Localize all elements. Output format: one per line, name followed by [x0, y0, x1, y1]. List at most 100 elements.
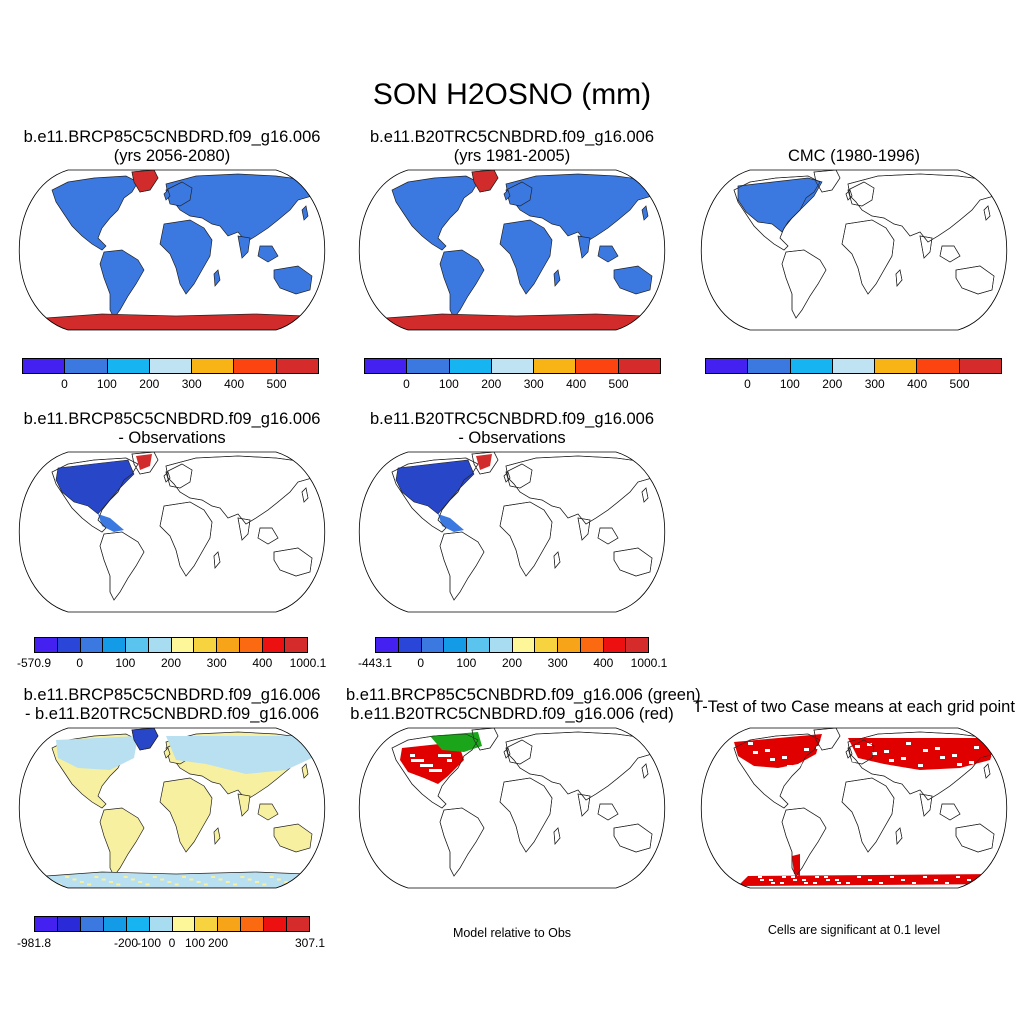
- colorbar-tick-label: 400: [224, 377, 245, 391]
- coastline: [999, 849, 1007, 863]
- colorbar-tick-label: 200: [207, 936, 229, 950]
- panel-title-historical: b.e11.B20TRC5CNBDRD.f09_g16.006 (yrs 198…: [346, 128, 678, 166]
- coastline: [781, 807, 827, 877]
- colorbar-labels: -981.8 -200 -100 0 100 200 307.1: [17, 936, 325, 952]
- nonsignificant-cell: [838, 762, 843, 765]
- colorbar-tick-label: 400: [907, 377, 928, 391]
- greenland-ice: [471, 170, 499, 193]
- mask-gap: [437, 769, 442, 772]
- map-frame: [701, 169, 1007, 331]
- antarctica-speckle: [203, 883, 208, 886]
- colorbar-swatch: [262, 638, 286, 652]
- cmc-north-america: [737, 177, 823, 233]
- continent-japan: [641, 205, 649, 221]
- colorbar-row3-panel1: [34, 916, 310, 932]
- colorbar-tick-label: 100: [456, 656, 477, 670]
- coastline: [553, 827, 561, 845]
- map-frame: [701, 727, 1007, 889]
- continent-africa: [499, 777, 553, 853]
- coastline: [657, 573, 665, 587]
- nonsignificant-cell: [940, 756, 945, 759]
- antarctica-speckle: [211, 876, 216, 878]
- nonsignificant-cell: [868, 879, 872, 881]
- colorbar-tick-label: 500: [608, 377, 629, 391]
- continent-uk: [163, 189, 171, 201]
- colorbar-swatch: [234, 359, 277, 373]
- nonsignificant-cell: [889, 759, 894, 762]
- coastline: [273, 547, 313, 577]
- colorbar-swatch: [80, 638, 104, 652]
- coastline: [939, 245, 961, 263]
- colorbar-tick-label: 300: [523, 377, 544, 391]
- nonsignificant-cell: [935, 747, 940, 750]
- colorbar-tick-label: 100: [184, 936, 206, 950]
- coastline: [499, 501, 553, 577]
- colorbar-swatch: [467, 638, 490, 652]
- nonsignificant-cell: [780, 882, 784, 884]
- map-content: [359, 170, 665, 330]
- colorbar-swatch: [149, 917, 173, 931]
- nonsignificant-cell: [912, 882, 916, 884]
- nonsignificant-cell: [824, 876, 828, 878]
- continent-madagascar: [553, 269, 561, 287]
- na-negative-bias: [395, 459, 475, 515]
- continent-africa: [159, 219, 213, 295]
- colorbar-swatch: [603, 638, 627, 652]
- panel-title-line2: (yrs 1981-2005): [453, 147, 571, 165]
- antarctica-speckle: [130, 878, 135, 881]
- nonsignificant-cell: [974, 746, 979, 749]
- antarctica-speckle: [72, 878, 77, 881]
- antarctica-speckle: [182, 876, 186, 878]
- coastline: [51, 457, 139, 533]
- continent-uk: [503, 189, 511, 201]
- colorbar-swatch: [535, 638, 558, 652]
- map-future-minus-hist: [19, 727, 325, 889]
- antarctica-speckle: [36, 878, 41, 881]
- coastline: [641, 487, 649, 503]
- nonsignificant-cell: [901, 757, 906, 760]
- continent-japan: [301, 763, 309, 779]
- continent-samerica: [99, 249, 145, 319]
- colorbar-swatch: [449, 359, 492, 373]
- coastline: [159, 501, 213, 577]
- continent-nz: [317, 849, 325, 863]
- coastline: [919, 235, 933, 259]
- colorbar-tick-label: 300: [181, 377, 202, 391]
- colorbar-swatch: [171, 638, 195, 652]
- figure-title: SON H2OSNO (mm): [372, 78, 652, 111]
- nonsignificant-cell: [787, 765, 792, 768]
- coastline: [597, 527, 619, 545]
- panel-title-line2: b.e11.B20TRC5CNBDRD.f09_g16.006 (red): [350, 705, 674, 723]
- antarctica-speckle: [196, 881, 201, 883]
- antarctica-speckle: [94, 876, 99, 878]
- nonsignificant-cell: [804, 748, 809, 751]
- coastline: [813, 170, 841, 193]
- colorbar-swatch: [875, 359, 918, 373]
- nonsignificant-cell: [815, 876, 819, 878]
- colorbar-swatch: [23, 359, 66, 373]
- antarctica-speckle: [240, 876, 245, 878]
- coastline: [257, 527, 279, 545]
- coastline: [841, 219, 895, 295]
- colorbar-swatch: [398, 638, 422, 652]
- continent-nz: [657, 849, 665, 863]
- colorbar-tick-label: -200: [113, 936, 139, 950]
- colorbar-swatch: [103, 638, 126, 652]
- coastline: [471, 452, 499, 475]
- map-cmc-obs: [701, 169, 1007, 331]
- colorbar-row2-panel1: [34, 637, 308, 653]
- colorbar-swatch: [57, 917, 81, 931]
- colorbar-labels: 0 100 200 300 400 500: [364, 377, 661, 393]
- continent-nz: [317, 573, 325, 587]
- coastline: [895, 827, 903, 845]
- colorbar-swatch: [239, 638, 263, 652]
- coastline: [841, 777, 895, 853]
- central-america-bias: [438, 514, 464, 532]
- na-negative-bias: [55, 459, 135, 515]
- colorbar-swatch: [287, 917, 310, 931]
- coastline: [939, 803, 961, 821]
- nonsignificant-cell: [791, 876, 795, 878]
- colorbar-swatch: [917, 359, 960, 373]
- colorbar-tick-label: 1000.1: [630, 656, 668, 670]
- nonsignificant-cell: [945, 882, 949, 884]
